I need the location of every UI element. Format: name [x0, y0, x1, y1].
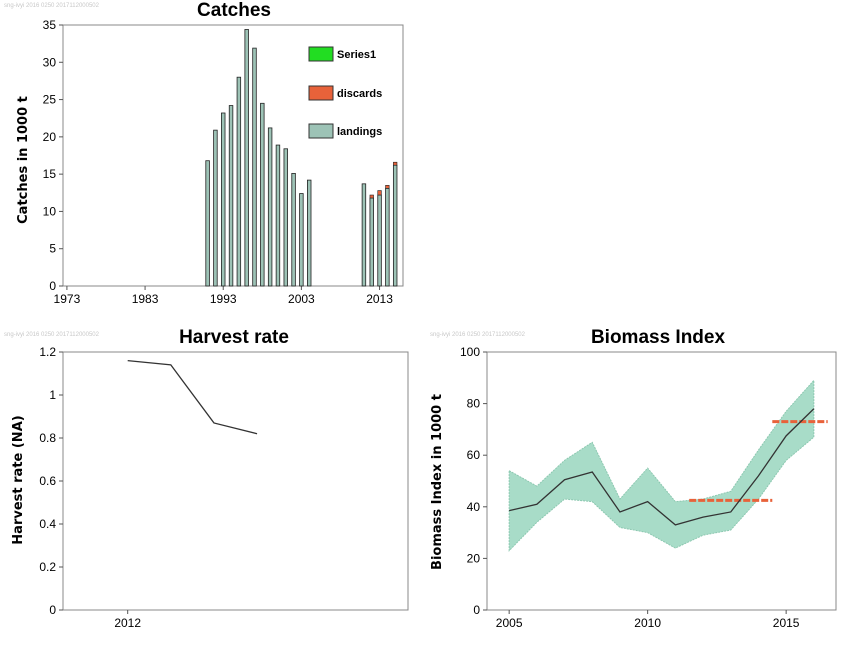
biomass-index-chart: Biomass Index Biomass Index in 1000 t 0 2…	[430, 327, 837, 630]
catches-y-axis: 0 5 10 15 20 25 30 35	[43, 18, 63, 293]
catches-y-tick-label: 10	[43, 204, 57, 218]
catches-x-tick-label: 2003	[288, 292, 315, 306]
harvest-y-tick-label: 0.6	[39, 474, 56, 488]
harvest-rate-series-line	[127, 359, 258, 435]
biomass-confidence-band	[508, 379, 815, 552]
biomass-ylabel: Biomass Index in 1000 t	[430, 394, 445, 570]
watermark-harvest: sng-ivyi 2016 0250 2017112000502	[4, 332, 100, 338]
catches-ylabel: Catches in 1000 t	[16, 96, 31, 224]
watermark-biomass: sng-ivyi 2016 0250 2017112000502	[430, 332, 526, 338]
legend-label-landings: landings	[337, 126, 382, 138]
harvest-y-axis: 0 0.2 0.4 0.6 0.8 1 1.2	[39, 345, 63, 617]
catches-x-tick-label: 1993	[210, 292, 237, 306]
biomass-x-axis: 2005 2010 2015	[496, 610, 800, 630]
biomass-plot-frame	[486, 351, 837, 611]
biomass-x-tick-label: 2005	[496, 616, 523, 630]
legend-swatch-series1	[308, 46, 334, 62]
harvest-line	[127, 359, 258, 435]
biomass-x-tick-label: 2015	[773, 616, 800, 630]
harvest-y-tick-label: 0	[49, 603, 56, 617]
catches-y-tick-label: 5	[49, 242, 56, 256]
catches-y-tick-label: 15	[43, 167, 57, 181]
harvest-y-tick-label: 0.8	[39, 431, 56, 445]
bar-landings	[244, 29, 249, 287]
harvest-x-tick-label: 2012	[114, 616, 141, 630]
harvest-rate-chart: Harvest rate Harvest rate (NA) 0 0.2 0.4 0.…	[11, 327, 409, 630]
catches-chart: Catches Catches in 1000 t 0 5 10 15 20 25 30 35…	[16, 0, 404, 306]
harvest-plot-frame	[62, 351, 409, 611]
catches-y-tick-label: 25	[43, 93, 57, 107]
catches-y-tick-label: 0	[49, 279, 56, 293]
bar-landings	[267, 127, 273, 287]
bar-landings	[275, 144, 281, 287]
biomass-y-tick-label: 20	[467, 551, 481, 565]
catches-bars	[205, 29, 398, 287]
bar-landings	[385, 187, 390, 287]
biomass-y-tick-label: 0	[473, 603, 480, 617]
harvest-y-tick-label: 0.4	[39, 517, 56, 531]
harvest-y-tick-label: 0.2	[39, 560, 56, 574]
catches-x-axis: 1973 1983 1993 2003 2013	[54, 286, 393, 306]
catches-x-tick-label: 1973	[54, 292, 81, 306]
bar-discards	[393, 161, 398, 166]
bar-landings	[213, 129, 218, 287]
biomass-y-tick-label: 100	[460, 345, 480, 359]
biomass-line	[509, 408, 815, 526]
bar-landings	[291, 172, 296, 287]
biomass-y-tick-label: 60	[467, 448, 481, 462]
legend-label-series1: Series1	[337, 49, 376, 61]
bar-landings	[221, 112, 226, 287]
bar-landings	[299, 193, 304, 287]
legend-swatch-landings	[308, 123, 334, 139]
harvest-y-tick-label: 1.2	[39, 345, 56, 359]
biomass-y-tick-label: 80	[467, 397, 481, 411]
harvest-x-axis: 2012	[114, 610, 141, 630]
biomass-y-axis: 0 20 40 60 80 100	[460, 345, 487, 617]
bar-landings	[307, 179, 312, 287]
watermark-catches: sng-ivyi 2016 0250 2017112000502	[4, 3, 100, 9]
bar-landings	[392, 164, 398, 287]
bar-landings	[361, 183, 367, 287]
bar-discards	[369, 194, 374, 199]
harvest-ylabel: Harvest rate (NA)	[11, 415, 26, 544]
catches-x-tick-label: 2013	[366, 292, 393, 306]
bar-landings	[377, 194, 382, 287]
bar-landings	[236, 76, 242, 287]
bar-landings	[228, 105, 234, 287]
catches-y-tick-label: 30	[43, 55, 57, 69]
harvest-title: Harvest rate	[179, 327, 289, 348]
catches-y-tick-label: 20	[43, 130, 57, 144]
catches-legend: Series1 discards landings	[308, 46, 382, 139]
legend-swatch-discards	[308, 85, 334, 101]
biomass-title: Biomass Index	[591, 327, 726, 348]
catches-y-tick-label: 35	[43, 18, 57, 32]
biomass-x-tick-label: 2010	[634, 616, 661, 630]
biomass-band-area	[508, 379, 815, 552]
catches-title: Catches	[197, 0, 271, 21]
bar-discards	[385, 185, 390, 189]
harvest-y-tick-label: 1	[49, 388, 56, 402]
bar-landings	[205, 160, 210, 287]
bar-discards	[377, 190, 382, 196]
bar-landings	[252, 47, 257, 287]
bar-landings	[283, 148, 288, 287]
bar-landings	[260, 102, 265, 287]
biomass-series-line	[509, 408, 815, 526]
catches-x-tick-label: 1983	[132, 292, 159, 306]
bar-landings	[369, 197, 374, 287]
legend-label-discards: discards	[337, 88, 382, 100]
biomass-y-tick-label: 40	[467, 500, 481, 514]
